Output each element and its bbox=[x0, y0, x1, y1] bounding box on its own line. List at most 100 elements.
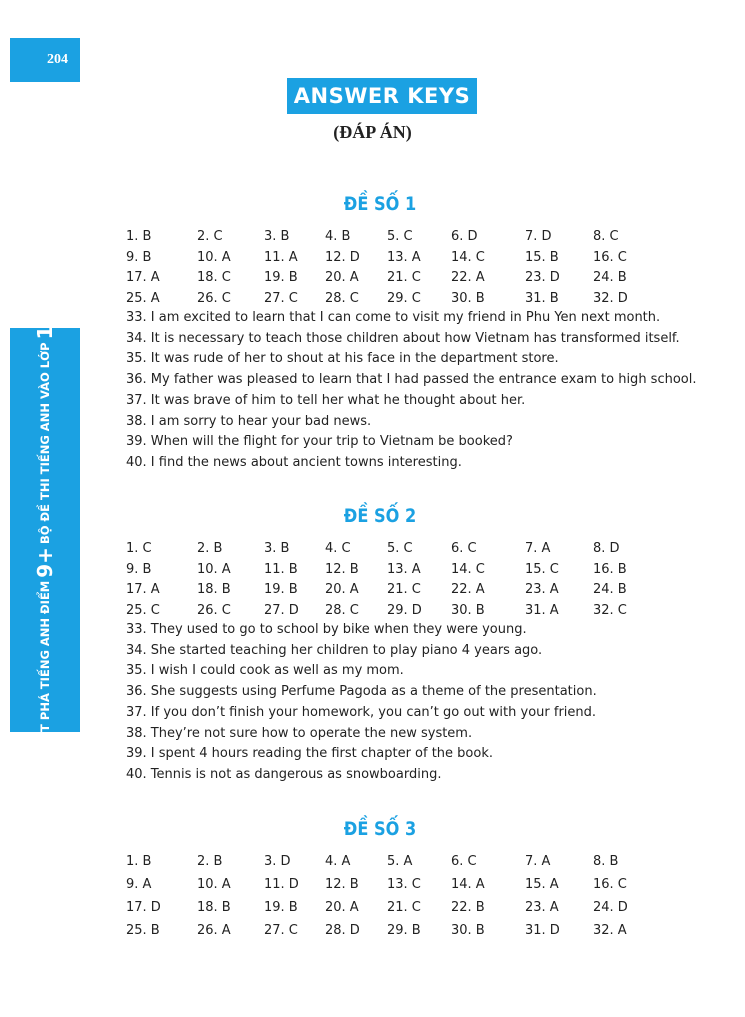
answer: 15. C bbox=[525, 561, 559, 577]
answer: 27. D bbox=[264, 602, 299, 618]
subtitle: (ĐÁP ÁN) bbox=[333, 122, 412, 142]
answer: 29. D bbox=[387, 602, 422, 618]
side-title: ĐỘT PHÁ TIẾNG ANH ĐIỂM 9+ BỘ ĐỀ THI TIẾN… bbox=[10, 328, 80, 732]
answer: 20. A bbox=[325, 582, 359, 597]
side-text: BỘ ĐỀ THI TIẾNG ANH VÀO LỚP bbox=[38, 342, 52, 545]
answer: 16. B bbox=[593, 561, 627, 577]
answer: 12. B bbox=[325, 561, 359, 577]
sentence: 37. If you don’t finish your homework, y… bbox=[126, 704, 597, 720]
answer: 13. C bbox=[387, 877, 421, 892]
answer: 5. C bbox=[387, 229, 413, 244]
answer: 5. A bbox=[387, 854, 413, 869]
answer: 28. D bbox=[325, 923, 360, 938]
answer: 1. C bbox=[126, 541, 152, 556]
answer: 14. C bbox=[451, 561, 485, 577]
section-heading: ĐỀ SỐ 2 bbox=[343, 505, 417, 527]
answer: 27. C bbox=[264, 290, 298, 306]
answer: 10. A bbox=[197, 561, 231, 577]
answer: 29. B bbox=[387, 923, 421, 938]
answer: 14. A bbox=[451, 877, 485, 892]
answer: 3. B bbox=[264, 541, 290, 556]
answer: 7. D bbox=[525, 229, 552, 244]
answer: 4. A bbox=[325, 854, 351, 869]
sentence: 33. I am excited to learn that I can com… bbox=[126, 310, 661, 325]
sentence: 39. When will the flight for your trip t… bbox=[126, 434, 513, 450]
answer: 24. D bbox=[593, 900, 628, 915]
answer: 1. B bbox=[126, 229, 152, 244]
answer: 6. C bbox=[451, 541, 477, 556]
answer: 26. C bbox=[197, 290, 231, 306]
answer: 8. B bbox=[593, 854, 619, 869]
sentence: 38. I am sorry to hear your bad news. bbox=[126, 413, 372, 429]
answer: 11. B bbox=[264, 561, 298, 577]
side-text: ĐỘT PHÁ TIẾNG ANH ĐIỂM bbox=[38, 580, 52, 732]
answer: 9. B bbox=[126, 249, 152, 265]
section-heading: ĐỀ SỐ 3 bbox=[343, 818, 417, 840]
answer: 15. B bbox=[525, 249, 559, 265]
sentence: 40. Tennis is not as dangerous as snowbo… bbox=[126, 766, 442, 782]
answer: 1. B bbox=[126, 854, 152, 869]
section-heading: ĐỀ SỐ 1 bbox=[343, 193, 417, 215]
answer: 32. C bbox=[593, 602, 627, 618]
answer: 3. B bbox=[264, 229, 290, 244]
answer: 28. C bbox=[325, 602, 359, 618]
title: ANSWER KEYS bbox=[287, 78, 477, 114]
sentence: 35. I wish I could cook as well as my mo… bbox=[126, 663, 404, 679]
answer: 19. B bbox=[264, 270, 298, 285]
sentence: 38. They’re not sure how to operate the … bbox=[126, 725, 473, 741]
answer: 18. C bbox=[197, 270, 231, 285]
page-number: 204 bbox=[10, 38, 80, 82]
answer: 19. B bbox=[264, 582, 298, 597]
answer: 32. D bbox=[593, 290, 628, 306]
answer: 20. A bbox=[325, 270, 359, 285]
answer: 17. A bbox=[126, 270, 160, 285]
sentence: 40. I find the news about ancient towns … bbox=[126, 454, 462, 470]
answer: 25. B bbox=[126, 923, 160, 938]
side-bar: ĐỘT PHÁ TIẾNG ANH ĐIỂM 9+ BỘ ĐỀ THI TIẾN… bbox=[10, 328, 80, 732]
answer: 28. C bbox=[325, 290, 359, 306]
answer: 24. B bbox=[593, 582, 627, 597]
answer: 27. C bbox=[264, 923, 298, 938]
answer: 20. A bbox=[325, 900, 359, 915]
answer: 21. C bbox=[387, 900, 421, 915]
answer: 8. D bbox=[593, 541, 620, 556]
answer: 18. B bbox=[197, 900, 231, 915]
answer: 22. A bbox=[451, 270, 485, 285]
sentence: 36. She suggests using Perfume Pagoda as… bbox=[126, 684, 597, 700]
answer: 9. A bbox=[126, 877, 152, 892]
answer: 2. C bbox=[197, 229, 223, 244]
answer: 6. C bbox=[451, 854, 477, 869]
answer: 13. A bbox=[387, 249, 421, 265]
answer: 2. B bbox=[197, 541, 223, 556]
answer: 16. C bbox=[593, 249, 627, 265]
answer: 17. A bbox=[126, 582, 160, 597]
answer: 8. C bbox=[593, 229, 619, 244]
sentence: 34. She started teaching her children to… bbox=[126, 642, 543, 658]
answer: 10. A bbox=[197, 249, 231, 265]
answer: 7. A bbox=[525, 854, 551, 869]
answer: 30. B bbox=[451, 290, 485, 306]
answer: 26. A bbox=[197, 923, 231, 938]
answer: 13. A bbox=[387, 561, 421, 577]
answer: 3. D bbox=[264, 854, 291, 869]
answer: 22. A bbox=[451, 582, 485, 597]
answer: 6. D bbox=[451, 229, 478, 244]
answer: 24. B bbox=[593, 270, 627, 285]
answer: 31. B bbox=[525, 290, 559, 306]
answer: 31. D bbox=[525, 923, 560, 938]
answer: 10. A bbox=[197, 877, 231, 892]
answer: 25. C bbox=[126, 602, 160, 618]
answer: 4. C bbox=[325, 541, 351, 556]
sentence: 34. It is necessary to teach those child… bbox=[126, 330, 680, 346]
answer: 15. A bbox=[525, 877, 559, 892]
answer: 25. A bbox=[126, 290, 160, 306]
sentence: 36. My father was pleased to learn that … bbox=[126, 372, 697, 388]
side-score: 9+ bbox=[33, 547, 57, 578]
answer: 9. B bbox=[126, 561, 152, 577]
answer: 23. D bbox=[525, 270, 560, 285]
answer: 23. A bbox=[525, 900, 559, 915]
sentence: 35. It was rude of her to shout at his f… bbox=[126, 351, 559, 367]
answer: 29. C bbox=[387, 290, 421, 306]
answer: 30. B bbox=[451, 602, 485, 618]
sentence: 37. It was brave of him to tell her what… bbox=[126, 392, 526, 408]
